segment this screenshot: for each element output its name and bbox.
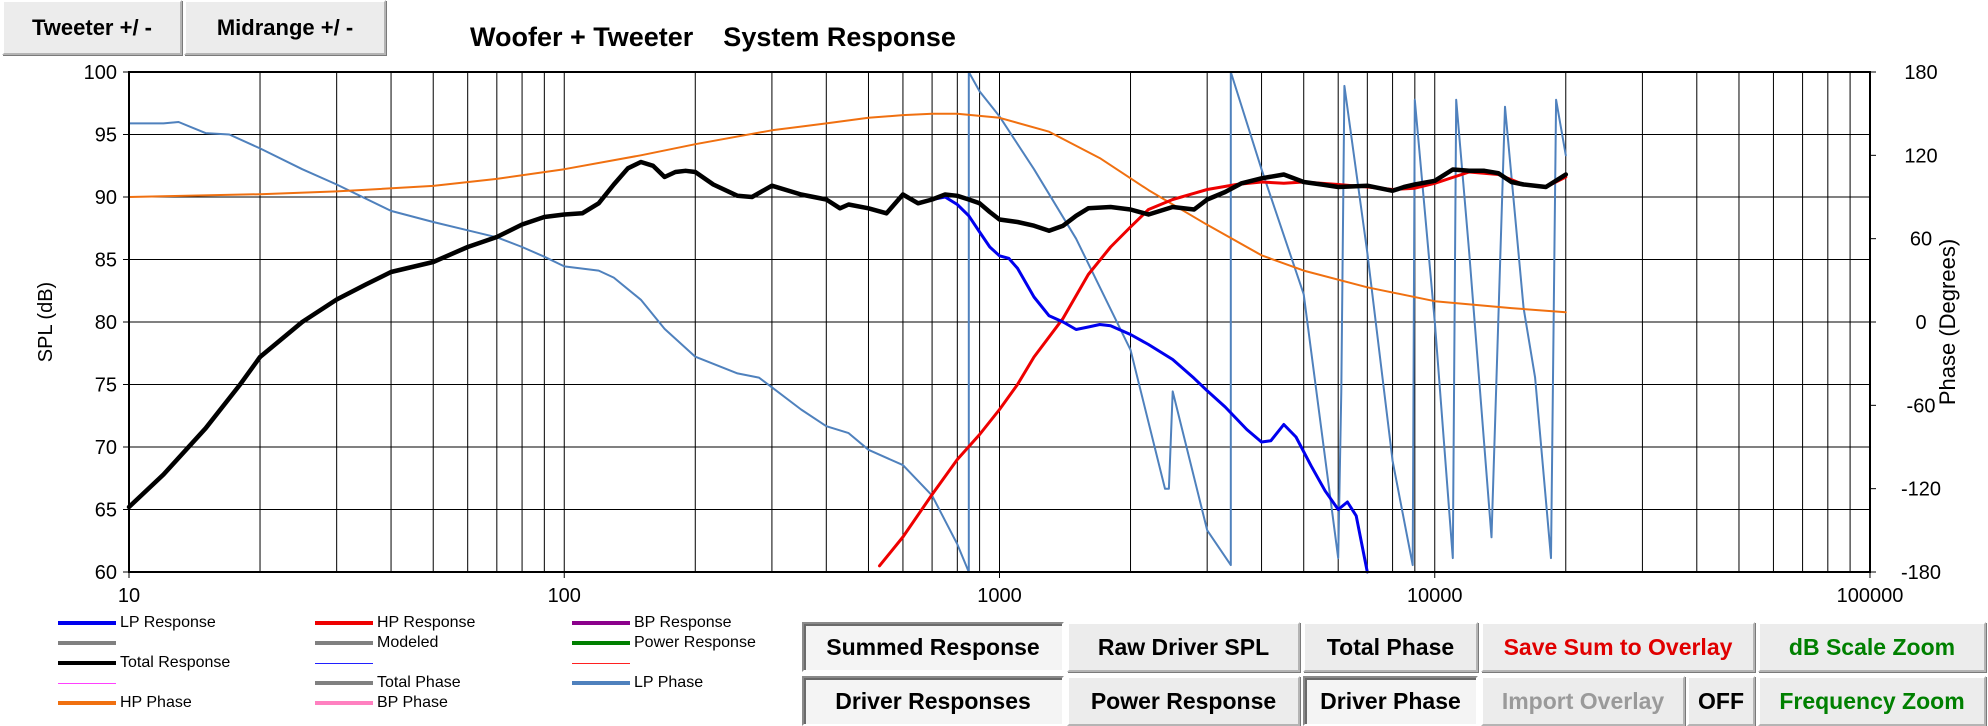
legend-label: HP Response [377,614,476,631]
y-tick-label: 100 [84,62,117,84]
y2-tick-label: 180 [1904,62,1937,84]
legend-swatch [58,682,116,684]
save-sum-to-overlay-button[interactable]: Save Sum to Overlay [1481,622,1755,672]
x-tick-label: 10000 [1407,585,1463,607]
legend-swatch [58,621,116,625]
legend-swatch [315,621,373,625]
x-tick-label: 100000 [1837,585,1904,607]
legend-swatch [315,701,373,705]
legend-label: LP Response [120,614,216,631]
chart-title: Woofer + Tweeter System Response [470,22,956,52]
midrange-adjust-button[interactable]: Midrange +/ - [184,0,386,55]
import-overlay-button[interactable]: Import Overlay [1481,676,1685,726]
legend-item [58,634,120,652]
y-axis-label: SPL (dB) [35,282,57,362]
legend-item: Power Response [572,634,756,652]
tweeter-adjust-button[interactable]: Tweeter +/ - [2,0,182,55]
legend-swatch [315,681,373,685]
raw-driver-spl-button[interactable]: Raw Driver SPL [1067,622,1300,672]
chart-ticks: 60 65 70 75 80 85 90 95 100 -180 -120 -60 0 60 120 180 1… [84,62,1941,607]
y-tick-label: 85 [95,250,117,272]
y-tick-label: 95 [95,125,117,147]
frequency-zoom-button[interactable]: Frequency Zoom [1758,676,1986,726]
legend-label: Total Response [120,654,231,671]
legend-item: LP Phase [572,674,703,692]
legend-item: Total Response [58,654,230,672]
y2-tick-label: 120 [1904,145,1937,167]
legend-item: HP Phase [58,694,192,712]
y2-tick-label: 60 [1910,229,1932,251]
legend-item: BP Phase [315,694,448,712]
legend-swatch [572,681,630,685]
legend-item: BP Response [572,614,732,632]
chart-grid [128,71,1870,573]
y-tick-label: 65 [95,500,117,522]
legend-swatch [572,662,630,664]
y2-tick-label: -180 [1901,562,1941,584]
legend-swatch [572,641,630,645]
series-total-response [126,159,1569,510]
legend-item: HP Response [315,614,475,632]
legend-item: Modeled [315,634,438,652]
series-hp-response [878,170,1568,568]
y-tick-label: 75 [95,375,117,397]
x-tick-label: 100 [548,585,581,607]
y2-tick-label: -120 [1901,479,1941,501]
legend-swatch [58,661,116,665]
series-hp-phase [128,112,1567,314]
legend-label: Power Response [634,634,756,651]
y-tick-label: 70 [95,437,117,459]
summed-response-button[interactable]: Summed Response [802,622,1064,672]
legend-item [315,654,377,672]
y2-axis-label: Phase (Degrees) [1935,239,1960,405]
legend-label: BP Phase [377,694,448,711]
driver-responses-button[interactable]: Driver Responses [802,676,1064,726]
y2-tick-label: -60 [1907,395,1936,417]
legend-swatch [58,701,116,705]
y2-tick-label: 0 [1915,312,1926,334]
legend-swatch [315,641,373,645]
legend-swatch [315,662,373,664]
x-tick-label: 1000 [977,585,1022,607]
legend-item: Total Phase [315,674,461,692]
x-tick-label: 10 [118,585,140,607]
legend-label: LP Phase [634,674,704,691]
db-scale-zoom-button[interactable]: dB Scale Zoom [1758,622,1986,672]
legend-label: BP Response [634,614,732,631]
legend-item [58,674,120,692]
y-tick-label: 60 [95,562,117,584]
overlay-off-button[interactable]: OFF [1687,676,1755,726]
legend-label: HP Phase [120,694,192,711]
legend-label: Total Phase [377,674,461,691]
driver-phase-button[interactable]: Driver Phase [1303,676,1478,726]
legend-label: Modeled [377,634,439,651]
legend-swatch [58,641,116,645]
power-response-button[interactable]: Power Response [1067,676,1300,726]
total-phase-button[interactable]: Total Phase [1303,622,1478,672]
y-tick-label: 90 [95,187,117,209]
legend-item: LP Response [58,614,216,632]
legend-swatch [572,621,630,625]
y-tick-label: 80 [95,312,117,334]
legend-item [572,654,634,672]
